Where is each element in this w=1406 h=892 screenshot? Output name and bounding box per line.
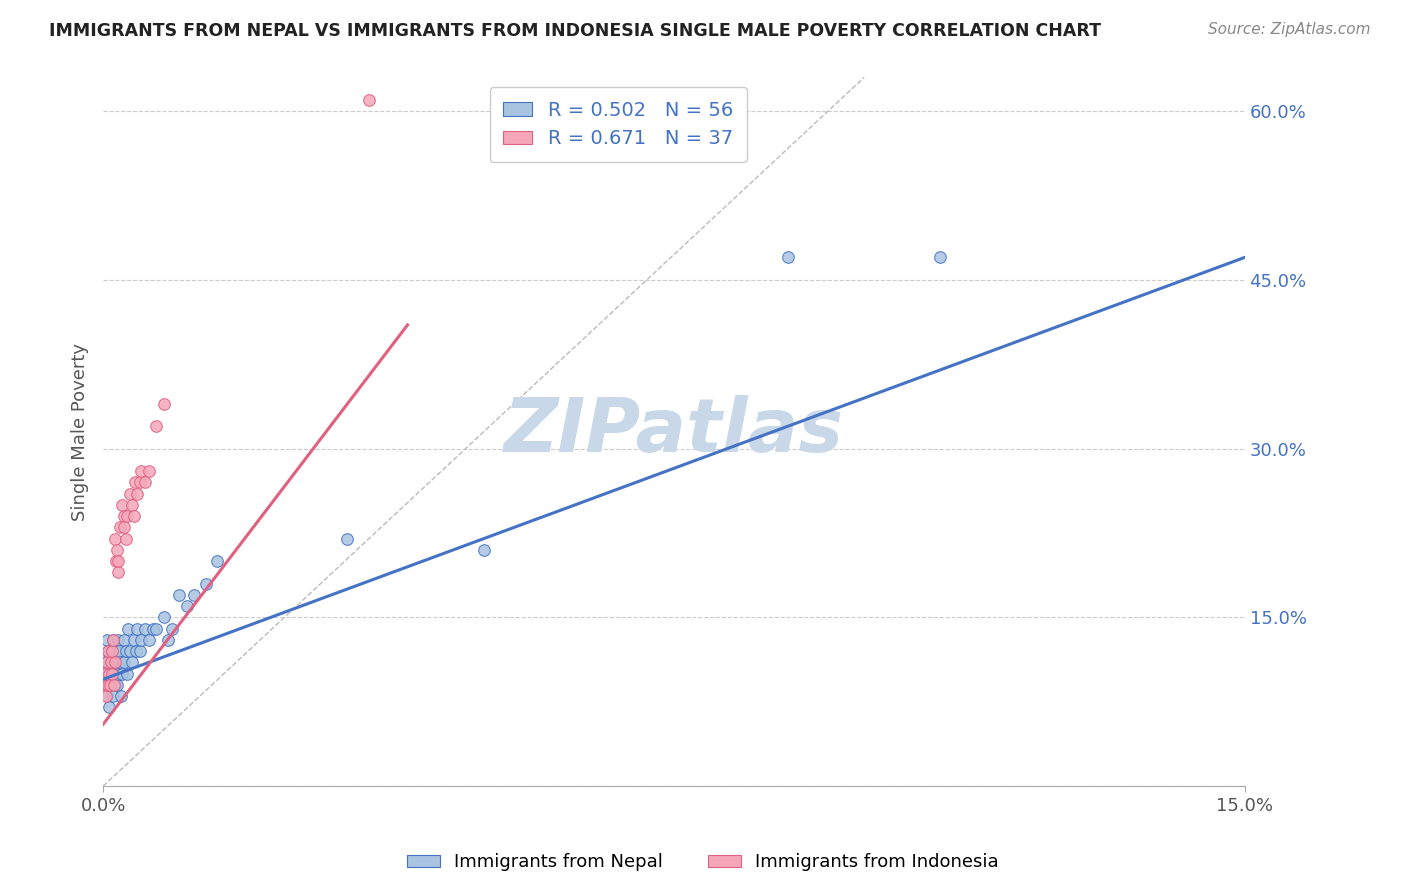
Point [94,666,117,681]
Point [97,644,120,658]
Point [101,632,124,647]
Point [103,644,125,658]
Point [103,678,125,692]
Point [134,622,156,636]
Point [336,532,359,546]
Point [94,656,117,670]
Point [98,678,121,692]
Point [145,622,167,636]
Point [100,678,122,692]
Point [110,689,132,703]
Point [105,656,128,670]
Point [108,644,131,658]
Point [129,464,152,478]
Point [134,475,156,490]
Point [117,509,139,524]
Point [160,622,183,636]
Point [101,689,124,703]
Point [142,622,165,636]
Point [96,632,118,647]
Point [104,532,127,546]
Point [103,678,125,692]
Point [121,498,143,512]
Point [96,666,118,681]
Point [167,588,190,602]
Point [96,656,118,670]
Point [111,666,134,681]
Point [153,397,176,411]
Point [103,666,125,681]
Text: IMMIGRANTS FROM NEPAL VS IMMIGRANTS FROM INDONESIA SINGLE MALE POVERTY CORRELATI: IMMIGRANTS FROM NEPAL VS IMMIGRANTS FROM… [49,22,1101,40]
Point [127,486,149,500]
Point [112,632,135,647]
Point [138,632,160,647]
Point [97,644,120,658]
Point [117,622,139,636]
Point [101,656,124,670]
Point [96,689,118,703]
Point [98,656,121,670]
Point [101,632,124,647]
Point [105,678,128,692]
Point [98,666,121,681]
Point [97,678,120,692]
Point [121,656,143,670]
Point [96,689,118,703]
Point [101,644,124,658]
Legend: R = 0.502   N = 56, R = 0.671   N = 37: R = 0.502 N = 56, R = 0.671 N = 37 [489,87,747,162]
Point [124,475,146,490]
Point [108,656,131,670]
Y-axis label: Single Male Poverty: Single Male Poverty [72,343,89,521]
Point [100,644,122,658]
Legend: Immigrants from Nepal, Immigrants from Indonesia: Immigrants from Nepal, Immigrants from I… [401,847,1005,879]
Point [776,251,799,265]
Point [929,251,952,265]
Point [207,554,229,568]
Point [93,678,115,692]
Point [100,656,122,670]
Point [107,566,129,580]
Point [107,632,129,647]
Point [118,644,141,658]
Text: ZIPatlas: ZIPatlas [503,395,844,468]
Point [128,644,150,658]
Point [122,632,145,647]
Point [104,666,127,681]
Point [100,666,122,681]
Point [129,632,152,647]
Point [176,599,198,614]
Point [153,610,176,624]
Point [114,520,136,534]
Point [359,93,381,107]
Point [105,542,128,557]
Point [128,475,150,490]
Point [112,509,135,524]
Point [114,656,136,670]
Point [115,644,138,658]
Point [111,498,134,512]
Point [472,542,495,557]
Point [127,622,149,636]
Point [183,588,205,602]
Point [138,464,160,478]
Point [115,532,138,546]
Point [145,419,167,434]
Point [93,678,115,692]
Point [117,666,139,681]
Point [125,644,148,658]
Point [98,666,121,681]
Point [156,632,179,647]
Point [98,700,121,714]
Point [103,656,125,670]
Point [107,554,129,568]
Point [194,576,217,591]
Point [105,554,128,568]
Point [108,520,131,534]
Point [97,678,120,692]
Point [118,486,141,500]
Point [100,666,122,681]
Point [122,509,145,524]
Text: Source: ZipAtlas.com: Source: ZipAtlas.com [1208,22,1371,37]
Point [107,666,129,681]
